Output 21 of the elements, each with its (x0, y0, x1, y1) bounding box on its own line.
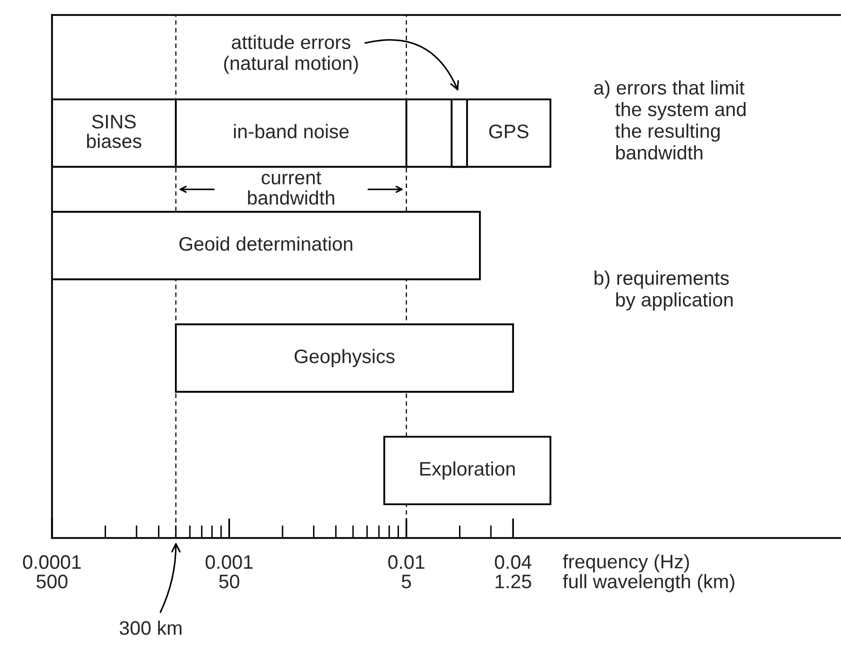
series-label: Geoid determination (179, 236, 352, 251)
x-tick-label: 0.01 (388, 555, 424, 569)
x-tick-label: 0.04 (494, 555, 532, 569)
annotation: attitude errors (natural motion) (224, 34, 358, 74)
series-label: Geophysics (294, 348, 395, 368)
x-axis-title: frequency (Hz) (562, 554, 689, 572)
x-tick-label: 0.001 (206, 555, 253, 569)
x-tick-label: 0.0001 (23, 555, 81, 569)
annotation: current bandwidth (248, 172, 334, 205)
series-label: GPS (489, 124, 528, 138)
annotation: b) requirements by application (594, 270, 733, 310)
text: 50 (219, 574, 240, 588)
text: 5 (402, 574, 411, 588)
text: 1.25 (496, 574, 532, 588)
text: full wavelength (km) (562, 574, 734, 592)
ref-line-label: 300 km (120, 620, 182, 635)
series-label: in-band noise (234, 124, 349, 138)
text: 500 (36, 574, 68, 588)
annotation: a) errors that limit the system and the resulting bandwidth (594, 80, 746, 160)
series-label: SINS biases (87, 114, 142, 148)
series-label: Exploration (420, 461, 515, 480)
